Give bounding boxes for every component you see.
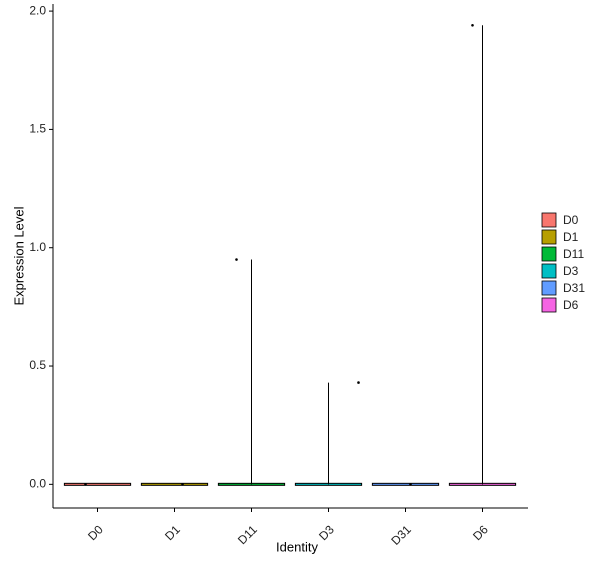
y-tick-label: 2.0 — [29, 3, 46, 17]
x-axis-title: Identity — [276, 539, 318, 554]
x-tick-label: D11 — [235, 522, 260, 547]
violin-body — [140, 482, 209, 486]
y-tick-label: 0.5 — [29, 358, 46, 372]
violin-body — [371, 482, 440, 486]
x-tick-label: D0 — [85, 522, 106, 543]
legend-swatch — [541, 229, 557, 245]
legend-swatch — [541, 280, 557, 296]
jitter-point — [357, 381, 360, 384]
jitter-point — [471, 23, 474, 27]
jitter-point — [409, 483, 412, 486]
x-tick-label: D1 — [162, 522, 183, 543]
legend-swatch — [541, 246, 557, 262]
legend-label: D6 — [563, 298, 579, 312]
x-tick-label: D3 — [316, 522, 337, 543]
legend-label: D0 — [563, 213, 579, 227]
violin-body — [63, 482, 132, 486]
legend-swatch — [541, 263, 557, 279]
y-tick-label: 1.0 — [29, 240, 46, 254]
x-tick-label: D6 — [470, 522, 491, 543]
legend-label: D1 — [563, 230, 579, 244]
jitter-point — [235, 258, 238, 261]
y-tick-label: 0.0 — [29, 477, 46, 491]
legend-label: D31 — [563, 281, 585, 295]
jitter-point — [84, 483, 87, 486]
jitter-point — [181, 483, 184, 486]
y-tick-label: 1.5 — [29, 122, 46, 136]
legend-swatch — [541, 297, 557, 313]
x-tick-label: D31 — [388, 522, 414, 548]
legend-label: D3 — [563, 264, 579, 278]
legend-swatch — [541, 212, 557, 228]
y-axis-title: Expression Level — [11, 206, 26, 305]
legend-label: D11 — [563, 247, 584, 261]
